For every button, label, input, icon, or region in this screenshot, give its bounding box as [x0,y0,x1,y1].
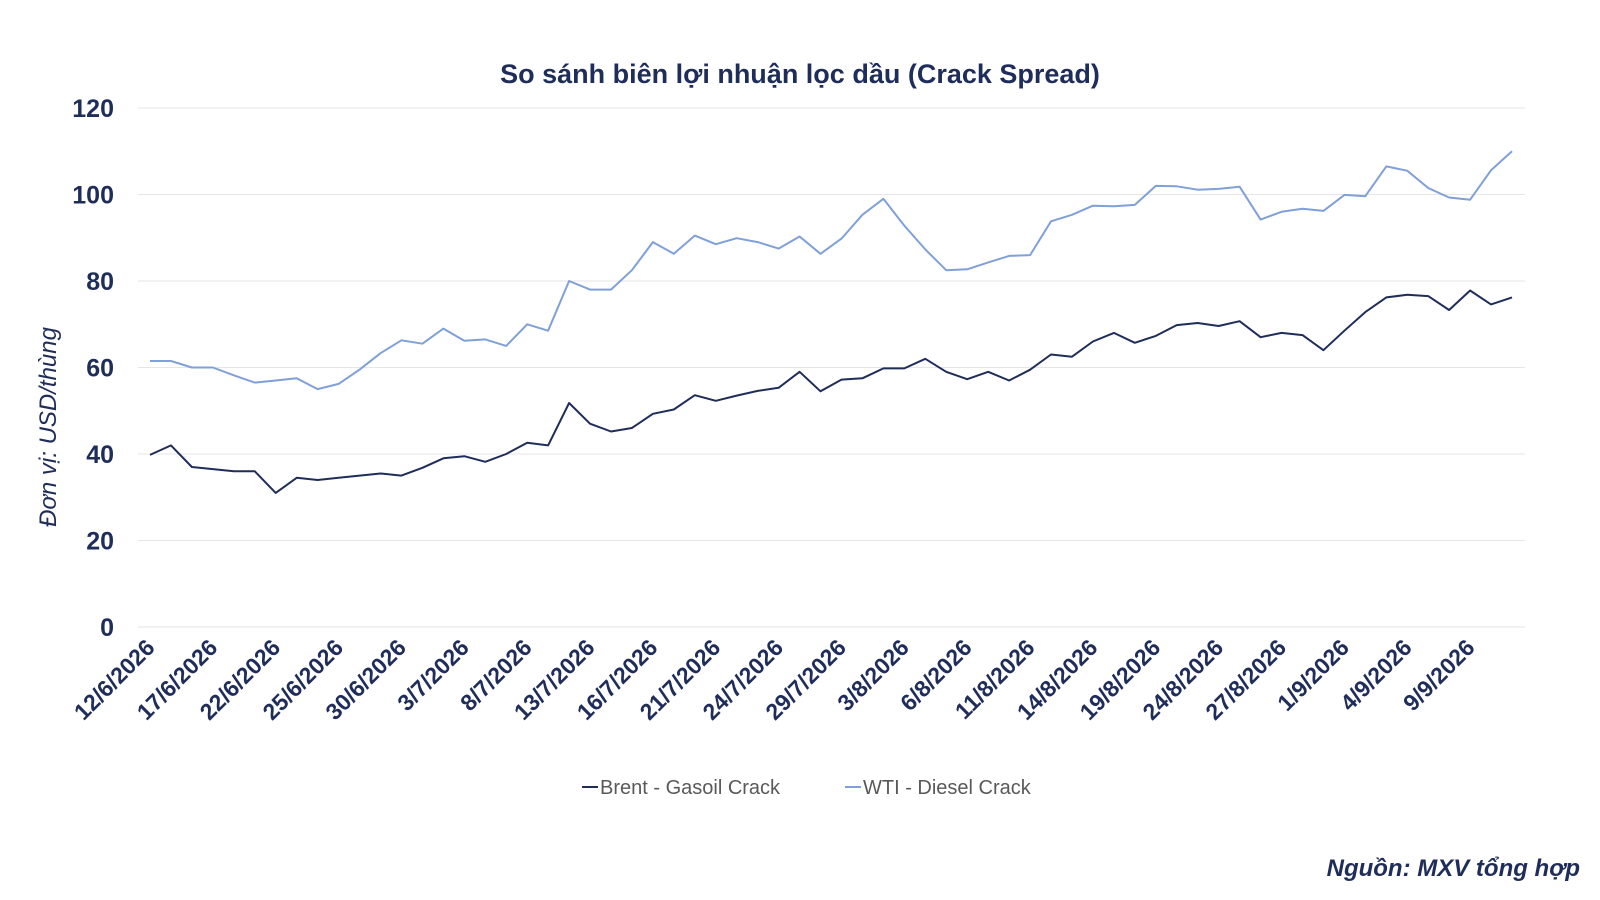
y-tick-label: 120 [72,95,114,123]
y-tick-label: 100 [72,182,114,210]
y-axis-ticks: 0 20 40 60 80 100 120 [72,95,114,642]
y-tick-label: 20 [86,528,114,556]
gridlines [138,107,1525,628]
series-line-1 [150,150,1513,391]
x-axis-ticks: 12/6/202617/6/202622/6/202625/6/202630/6… [69,634,1480,725]
y-tick-label: 0 [100,614,114,642]
legend-label-brent: Brent - Gasoil Crack [600,777,781,799]
series-lines [149,150,1513,494]
chart-title: So sánh biên lợi nhuận lọc dầu (Crack Sp… [500,59,1100,89]
y-tick-label: 80 [86,268,114,296]
legend: Brent - Gasoil Crack WTI - Diesel Crack [582,777,1032,799]
series-line-0 [149,289,1513,494]
source-note: Nguồn: MXV tổng hợp [1327,855,1580,882]
y-tick-label: 60 [86,355,114,383]
y-tick-label: 40 [86,441,114,469]
y-axis-label: Đơn vị: USD/thùng [35,326,62,527]
legend-label-wti: WTI - Diesel Crack [863,777,1032,799]
